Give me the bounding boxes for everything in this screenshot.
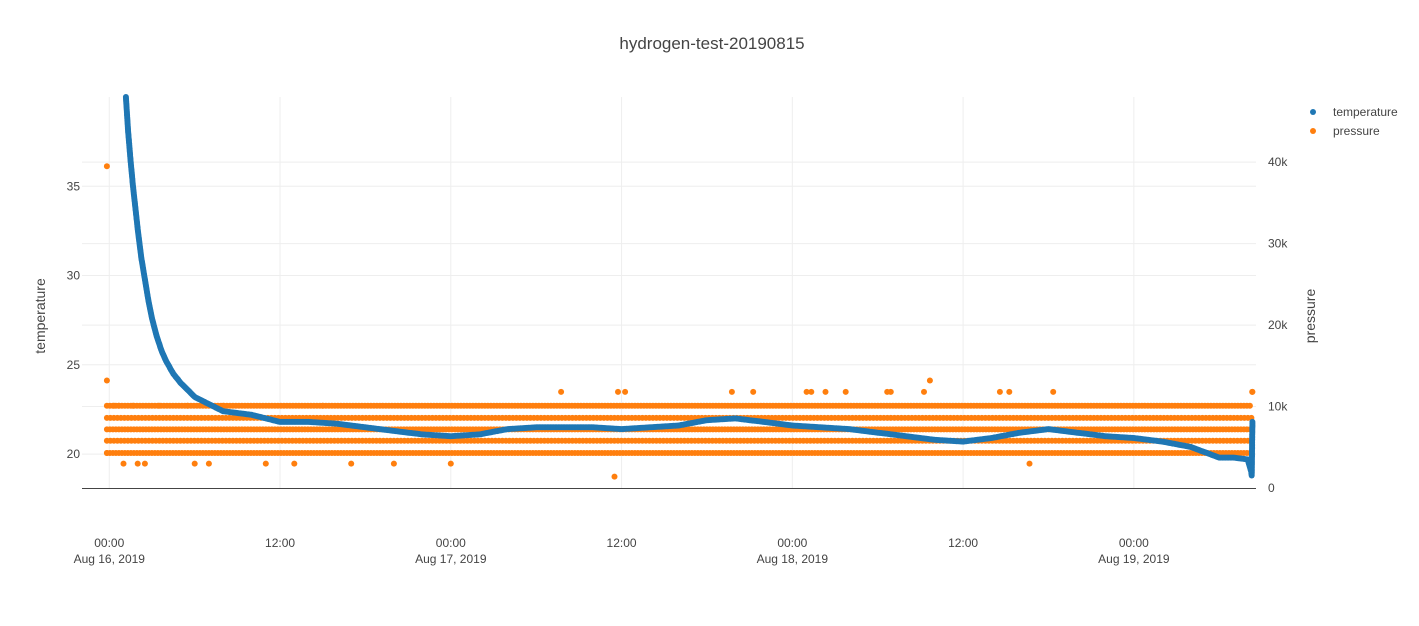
y-right-tick-label: 0: [1268, 481, 1275, 495]
temperature-point: [1249, 418, 1256, 425]
pressure-point: [611, 473, 618, 480]
pressure-point: [803, 388, 810, 395]
pressure-point: [1246, 402, 1253, 409]
chart-title: hydrogen-test-20190815: [619, 34, 804, 53]
pressure-point: [115, 402, 122, 409]
legend-label-pressure: pressure: [1333, 124, 1380, 138]
pressure-point: [1050, 388, 1057, 395]
x-tick-label: 12:00: [265, 536, 295, 550]
y-axis-left: 20 25 30 35: [67, 179, 81, 461]
x-tick-date: Aug 18, 2019: [757, 552, 829, 566]
x-tick-label: 00:00: [94, 536, 124, 550]
legend-marker-temperature: [1310, 109, 1316, 115]
pressure-point: [262, 460, 269, 467]
pressure-point: [120, 460, 127, 467]
pressure-point: [558, 388, 565, 395]
pressure-point: [103, 450, 110, 456]
y-left-tick-label: 35: [67, 179, 81, 193]
y-left-tick-label: 30: [67, 269, 81, 283]
pressure-point: [1249, 388, 1256, 395]
legend-label-temperature: temperature: [1333, 105, 1398, 119]
x-axis: 00:00 Aug 16, 2019 12:00 00:00 Aug 17, 2019 1…: [74, 536, 1170, 566]
pressure-point: [750, 388, 757, 395]
x-tick-label: 00:00: [436, 536, 466, 550]
pressure-point: [622, 388, 629, 395]
pressure-point: [134, 460, 141, 467]
x-tick-label: 12:00: [948, 536, 978, 550]
pressure-point: [921, 388, 927, 395]
legend: temperature pressure: [1310, 105, 1398, 138]
legend-marker-pressure: [1310, 128, 1316, 134]
pressure-point: [615, 388, 621, 395]
x-tick-date: Aug 19, 2019: [1098, 552, 1170, 566]
x-tick-label: 00:00: [777, 536, 807, 550]
plot-area: [103, 94, 1256, 480]
pressure-point: [822, 388, 829, 395]
pressure-point: [996, 388, 1003, 395]
pressure-point: [1006, 388, 1013, 395]
x-tick-date: Aug 16, 2019: [74, 552, 146, 566]
y-axis-left-title: temperature: [32, 278, 48, 354]
x-tick-date: Aug 17, 2019: [415, 552, 487, 566]
y-left-tick-label: 20: [67, 447, 81, 461]
pressure-point: [808, 388, 815, 395]
pressure-point: [447, 460, 454, 467]
pressure-point: [291, 460, 298, 467]
pressure-point: [103, 377, 110, 384]
pressure-point: [111, 402, 117, 409]
y-right-tick-label: 20k: [1268, 318, 1288, 332]
y-right-tick-label: 10k: [1268, 400, 1288, 414]
pressure-point: [887, 388, 894, 395]
y-axis-right: 0 10k 20k 30k 40k: [1268, 155, 1288, 495]
pressure-point: [728, 388, 735, 395]
pressure-point: [348, 460, 355, 467]
x-tick-label: 00:00: [1119, 536, 1149, 550]
pressure-point: [103, 163, 110, 170]
pressure-point: [130, 402, 136, 409]
y-left-tick-label: 25: [67, 358, 81, 372]
pressure-point: [319, 402, 326, 409]
temperature-series: [122, 94, 1256, 479]
pressure-point: [141, 460, 148, 467]
pressure-point: [390, 460, 397, 467]
pressure-point: [205, 460, 212, 467]
y-axis-right-title: pressure: [1302, 289, 1318, 344]
pressure-point: [1026, 460, 1033, 467]
pressure-point: [191, 460, 198, 467]
pressure-point: [926, 377, 933, 384]
y-right-tick-label: 30k: [1268, 237, 1288, 251]
y-right-tick-label: 40k: [1268, 155, 1288, 169]
pressure-point: [156, 402, 163, 409]
pressure-point: [184, 402, 191, 409]
pressure-point: [842, 388, 849, 395]
x-tick-label: 12:00: [607, 536, 637, 550]
